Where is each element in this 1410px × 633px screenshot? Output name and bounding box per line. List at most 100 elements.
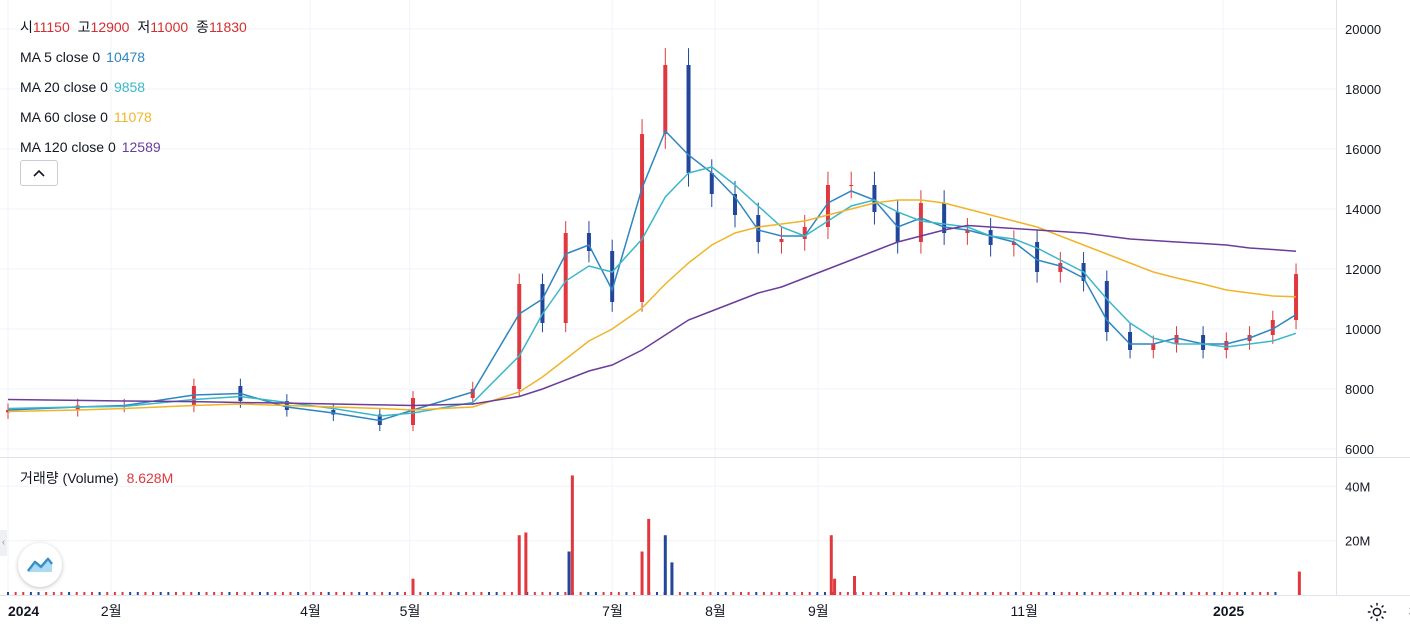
volume-bar-small [1182, 592, 1185, 595]
volume-bar-small [587, 592, 590, 595]
volume-value: 8.628M [126, 470, 174, 486]
candle-body [1224, 341, 1229, 350]
candle-body [849, 185, 854, 186]
candle-body [586, 233, 591, 251]
volume-bar-small [29, 592, 32, 595]
candle-body [733, 194, 738, 215]
volume-bar-small [465, 592, 468, 595]
low-value: 11000 [150, 19, 189, 35]
candle-body [686, 65, 691, 173]
volume-bar-small [1251, 592, 1254, 595]
candle-body [1128, 332, 1133, 350]
volume-bar-small [1167, 592, 1170, 595]
collapse-legend-button[interactable] [20, 160, 58, 186]
volume-bar-small [549, 592, 552, 595]
volume-bar-small [900, 592, 903, 595]
volume-bar [670, 562, 674, 595]
volume-bar-small [495, 592, 498, 595]
volume-bar-small [251, 592, 254, 595]
price-tick-label: 18000 [1345, 82, 1381, 97]
volume-tick-label: 40M [1345, 479, 1370, 494]
volume-bar-small [877, 592, 880, 595]
volume-bar-small [1266, 592, 1269, 595]
volume-bar-small [419, 592, 422, 595]
tradingview-logo[interactable] [18, 543, 62, 587]
time-tick-label: 2월 [101, 603, 122, 619]
volume-bar-small [83, 592, 86, 595]
volume-bar-small [434, 592, 437, 595]
ma60-legend[interactable]: MA 60 close 0 11078 [20, 102, 251, 132]
volume-bar-small [1205, 592, 1208, 595]
volume-bar-small [297, 592, 300, 595]
candle-body [610, 251, 615, 302]
volume-bar-small [1190, 592, 1193, 595]
volume-bar-small [930, 592, 933, 595]
volume-bar-small [610, 592, 613, 595]
price-tick-label: 20000 [1345, 22, 1381, 37]
volume-bar-small [655, 592, 658, 595]
volume-bar-small [1098, 592, 1101, 595]
volume-bar-small [388, 592, 391, 595]
candle-body [965, 230, 970, 233]
candle-body [1104, 281, 1109, 332]
candle-body [470, 389, 475, 398]
volume-bar-small [1106, 592, 1109, 595]
volume-bar-small [404, 592, 407, 595]
ohlc-readout: 시11150 고12900 저11000 종11830 [20, 12, 251, 42]
volume-bar [517, 535, 521, 595]
candle-body [1174, 335, 1179, 344]
volume-bar-small [694, 592, 697, 595]
volume-bar-small [739, 592, 742, 595]
volume-bar-small [113, 592, 116, 595]
left-scroll-handle[interactable]: ‹ [0, 530, 7, 556]
volume-bar-small [350, 592, 353, 595]
time-tick-label: 11월 [1011, 603, 1038, 619]
volume-bar-small [327, 592, 330, 595]
volume-bar-small [22, 592, 25, 595]
candle-body [1294, 274, 1299, 320]
ma-line-3 [7, 199, 1297, 413]
volume-bar-small [289, 592, 292, 595]
volume-bar-small [159, 592, 162, 595]
volume-bar-small [220, 592, 223, 595]
volume-bar-small [182, 592, 185, 595]
settings-gear-icon[interactable] [1366, 601, 1388, 623]
ma20-value: 9858 [113, 79, 146, 95]
candle-body [942, 203, 947, 233]
ma120-legend[interactable]: MA 120 close 0 12589 [20, 132, 251, 162]
time-tick-label: 2025 [1213, 603, 1244, 619]
ma20-legend[interactable]: MA 20 close 0 9858 [20, 72, 251, 102]
volume-bar-small [999, 592, 1002, 595]
volume-bar-small [717, 592, 720, 595]
volume-bar-small [7, 592, 9, 595]
volume-bar-small [426, 592, 429, 595]
volume-bar-small [969, 592, 972, 595]
ma-line-1 [7, 129, 1297, 422]
price-tick-label: 14000 [1345, 202, 1381, 217]
volume-bar-small [503, 592, 506, 595]
volume-bar-small [701, 592, 704, 595]
volume-bar-small [1274, 592, 1277, 595]
time-tick-label: 7월 [602, 603, 623, 619]
volume-bar-small [312, 592, 315, 595]
volume-bar-small [213, 592, 216, 595]
volume-bar-small [228, 592, 231, 595]
volume-bar-small [1243, 592, 1246, 595]
volume-bar-small [1007, 592, 1010, 595]
ma5-legend[interactable]: MA 5 close 0 10478 [20, 42, 251, 72]
low-label: 저 [137, 19, 151, 35]
volume-bar-small [258, 592, 261, 595]
volume-bar-small [1137, 592, 1140, 595]
volume-bar-small [1236, 592, 1239, 595]
candle-body [756, 215, 761, 242]
ma5-value: 10478 [106, 49, 146, 65]
volume-bar-small [90, 592, 93, 595]
volume-legend[interactable]: 거래량 (Volume) 8.628M [20, 468, 173, 488]
candle-body [872, 185, 877, 212]
volume-bar-small [709, 592, 712, 595]
volume-bar-small [14, 592, 17, 595]
volume-bar-small [633, 592, 636, 595]
volume-bar-small [335, 592, 338, 595]
volume-bar-small [556, 592, 559, 595]
